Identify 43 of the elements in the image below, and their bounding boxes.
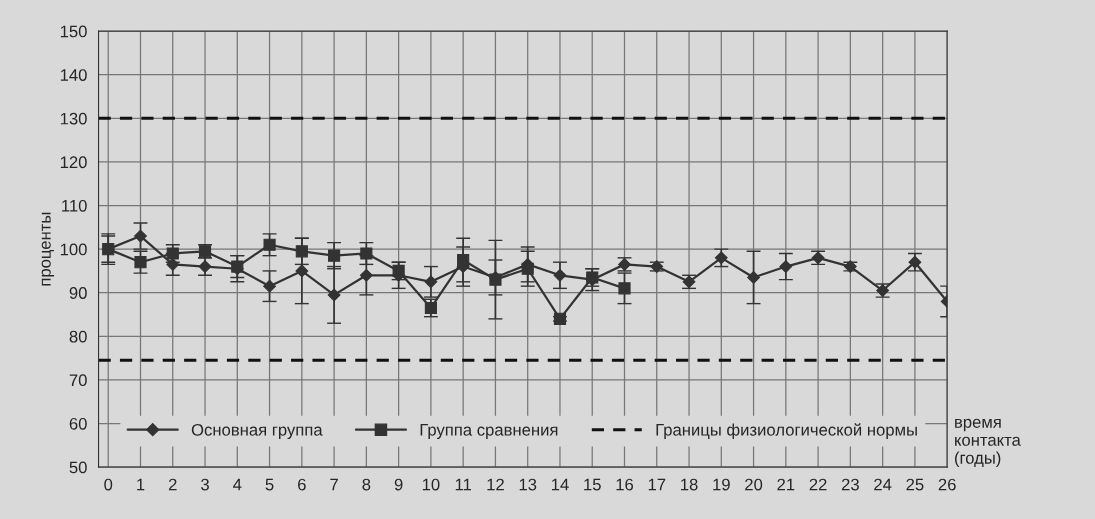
- legend-label: Группа сравнения: [420, 424, 558, 440]
- y-tick-label: 120: [60, 156, 87, 169]
- x-tick-label: 16: [616, 478, 634, 491]
- x-tick-label: 14: [551, 478, 569, 491]
- y-tick-label: 140: [60, 69, 87, 81]
- legend-label: Основная группа: [191, 423, 323, 440]
- y-tick-label: 80: [69, 330, 87, 343]
- x-tick-label: 23: [841, 478, 859, 491]
- x-tick-label: 10: [422, 478, 440, 491]
- y-tick-label: 150: [60, 25, 87, 38]
- x-tick-label: 5: [265, 478, 274, 491]
- x-tick-label: 4: [233, 478, 242, 491]
- x-tick-label: 24: [874, 478, 892, 491]
- y-tick-label: 70: [69, 374, 87, 387]
- y-tick-label: 130: [60, 112, 87, 125]
- y-tick-label: 110: [62, 199, 87, 212]
- x-tick-label: 21: [777, 478, 795, 491]
- x-tick-label: 20: [745, 478, 763, 491]
- x-tick-label: 26: [938, 478, 956, 491]
- x-axis-title: время контакта (годы): [955, 418, 1021, 468]
- x-tick-label: 0: [104, 478, 113, 491]
- x-tick-label: 22: [809, 478, 827, 491]
- x-tick-label: 17: [648, 478, 666, 491]
- y-axis-title: проценты: [41, 212, 55, 286]
- x-tick-label: 7: [330, 478, 338, 491]
- x-tick-label: 15: [584, 478, 601, 491]
- y-tick-label: 90: [69, 287, 87, 299]
- x-tick-label: 13: [519, 478, 537, 491]
- x-tick-label: 1: [137, 478, 145, 491]
- y-tick-label: 60: [69, 417, 87, 430]
- x-tick-label: 2: [168, 478, 177, 491]
- x-tick-label: 19: [713, 478, 730, 491]
- legend-label: Границы физиологической нормы: [656, 423, 917, 440]
- y-tick-label: 50: [69, 461, 87, 474]
- x-tick-label: 12: [487, 478, 504, 491]
- x-tick-label: 11: [455, 478, 472, 491]
- y-tick-label: 100: [60, 243, 87, 256]
- x-tick-label: 25: [906, 478, 924, 491]
- x-tick-label: 3: [201, 478, 209, 491]
- x-tick-label: 6: [298, 478, 306, 491]
- x-tick-label: 8: [362, 478, 371, 491]
- x-tick-label: 18: [681, 478, 698, 491]
- x-tick-label: 9: [394, 478, 403, 491]
